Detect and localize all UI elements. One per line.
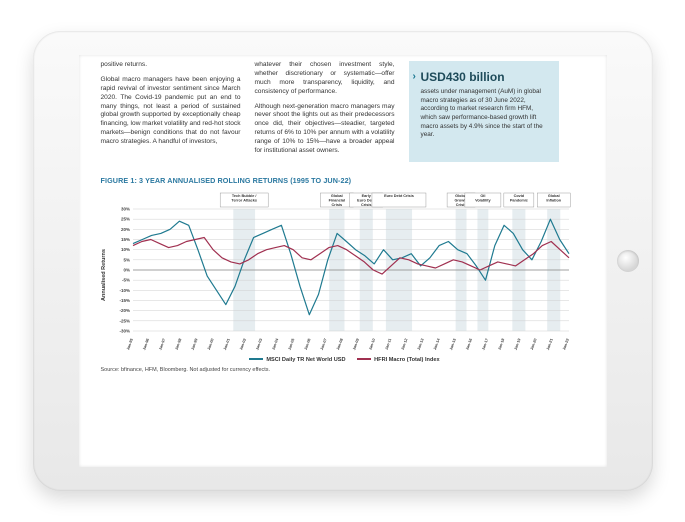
svg-text:Jan-18: Jan-18 xyxy=(497,338,505,351)
document-screen: positive returns. Global macro managers … xyxy=(79,55,607,467)
svg-text:Euro Debt Crisis: Euro Debt Crisis xyxy=(384,194,414,198)
svg-text:Jan-09: Jan-09 xyxy=(352,338,360,351)
svg-text:5%: 5% xyxy=(123,257,130,262)
svg-text:-10%: -10% xyxy=(119,288,130,293)
svg-text:Jan-10: Jan-10 xyxy=(368,338,376,351)
svg-text:Crisis: Crisis xyxy=(360,203,371,207)
callout-headline: USD430 billion xyxy=(421,69,549,85)
svg-text:Jan-97: Jan-97 xyxy=(158,338,166,351)
svg-text:Jan-15: Jan-15 xyxy=(449,338,457,351)
svg-text:Jan-07: Jan-07 xyxy=(319,338,327,351)
svg-text:-25%: -25% xyxy=(119,318,130,323)
svg-text:Financial: Financial xyxy=(328,198,344,202)
svg-text:Terror Attacks: Terror Attacks xyxy=(231,198,257,202)
body-columns: positive returns. Global macro managers … xyxy=(101,61,595,162)
svg-text:-15%: -15% xyxy=(119,298,130,303)
chart-source: Source: bfinance, HFM, Bloomberg. Not ad… xyxy=(101,367,595,373)
svg-text:Jan-01: Jan-01 xyxy=(222,338,230,351)
stat-callout: › USD430 billion assets under management… xyxy=(409,61,559,162)
chart: Annualised Returns Tech Bubble /Terror A… xyxy=(105,191,575,361)
callout-body: assets under management (AuM) in global … xyxy=(421,88,549,140)
legend-swatch-b xyxy=(357,358,371,360)
svg-text:Jan-22: Jan-22 xyxy=(562,338,570,351)
svg-text:Jan-03: Jan-03 xyxy=(255,338,263,351)
home-button[interactable] xyxy=(617,250,639,272)
svg-text:Jan-02: Jan-02 xyxy=(239,338,247,351)
svg-text:Jan-19: Jan-19 xyxy=(513,338,521,351)
svg-text:25%: 25% xyxy=(120,217,129,222)
chart-svg: Tech Bubble /Terror AttacksGlobalFinanci… xyxy=(105,191,575,361)
svg-text:Jan-11: Jan-11 xyxy=(384,338,392,350)
svg-text:15%: 15% xyxy=(120,237,129,242)
svg-text:Jan-17: Jan-17 xyxy=(481,338,489,351)
svg-text:Covid: Covid xyxy=(513,194,524,198)
svg-text:Global: Global xyxy=(547,194,559,198)
legend-label-b: HFRI Macro (Total) Index xyxy=(374,357,439,363)
tablet-frame: positive returns. Global macro managers … xyxy=(33,31,653,491)
svg-text:Jan-95: Jan-95 xyxy=(126,338,134,351)
column-left: positive returns. Global macro managers … xyxy=(101,61,241,162)
svg-text:-20%: -20% xyxy=(119,308,130,313)
svg-text:Jan-96: Jan-96 xyxy=(142,338,150,351)
svg-text:Tech Bubble /: Tech Bubble / xyxy=(231,194,257,198)
svg-text:Jan-05: Jan-05 xyxy=(287,338,295,351)
legend-swatch-a xyxy=(249,358,263,360)
legend-label-a: MSCI Daily TR Net World USD xyxy=(266,357,345,363)
svg-text:Pandemic: Pandemic xyxy=(509,198,527,202)
svg-text:Jan-12: Jan-12 xyxy=(400,338,408,351)
svg-text:20%: 20% xyxy=(120,227,129,232)
svg-text:Inflation: Inflation xyxy=(546,198,561,202)
svg-text:Early: Early xyxy=(361,194,371,198)
svg-text:Jan-21: Jan-21 xyxy=(545,338,553,351)
figure-title: FIGURE 1: 3 YEAR ANNUALISED ROLLING RETU… xyxy=(101,176,595,185)
svg-text:-30%: -30% xyxy=(119,328,130,333)
mid-paragraph: Although next-generation macro managers … xyxy=(255,103,395,156)
svg-text:0%: 0% xyxy=(123,267,130,272)
svg-text:Jan-13: Jan-13 xyxy=(416,338,424,351)
column-middle: whatever their chosen investment style, … xyxy=(255,61,395,162)
chart-legend: MSCI Daily TR Net World USD HFRI Macro (… xyxy=(105,357,575,363)
svg-text:Jan-99: Jan-99 xyxy=(190,338,198,351)
svg-text:Jan-08: Jan-08 xyxy=(335,338,343,351)
svg-text:Jan-14: Jan-14 xyxy=(432,337,440,351)
mid-fragment: whatever their chosen investment style, … xyxy=(255,61,395,97)
svg-text:Global: Global xyxy=(330,194,342,198)
svg-text:Jan-98: Jan-98 xyxy=(174,338,182,351)
svg-text:Jan-20: Jan-20 xyxy=(529,338,537,351)
svg-text:Oil: Oil xyxy=(480,194,485,198)
svg-text:Crisis: Crisis xyxy=(331,203,342,207)
svg-text:Jan-00: Jan-00 xyxy=(206,338,214,351)
svg-text:Jan-06: Jan-06 xyxy=(303,338,311,351)
svg-text:Jan-04: Jan-04 xyxy=(271,337,279,351)
svg-text:Jan-16: Jan-16 xyxy=(465,338,473,351)
svg-text:-5%: -5% xyxy=(121,278,129,283)
chevron-icon: › xyxy=(413,70,416,84)
left-fragment: positive returns. xyxy=(101,61,241,70)
svg-text:30%: 30% xyxy=(120,206,129,211)
svg-text:Volatility: Volatility xyxy=(475,198,491,202)
svg-text:10%: 10% xyxy=(120,247,129,252)
left-paragraph: Global macro managers have been enjoying… xyxy=(101,76,241,147)
y-axis-label: Annualised Returns xyxy=(101,249,107,301)
